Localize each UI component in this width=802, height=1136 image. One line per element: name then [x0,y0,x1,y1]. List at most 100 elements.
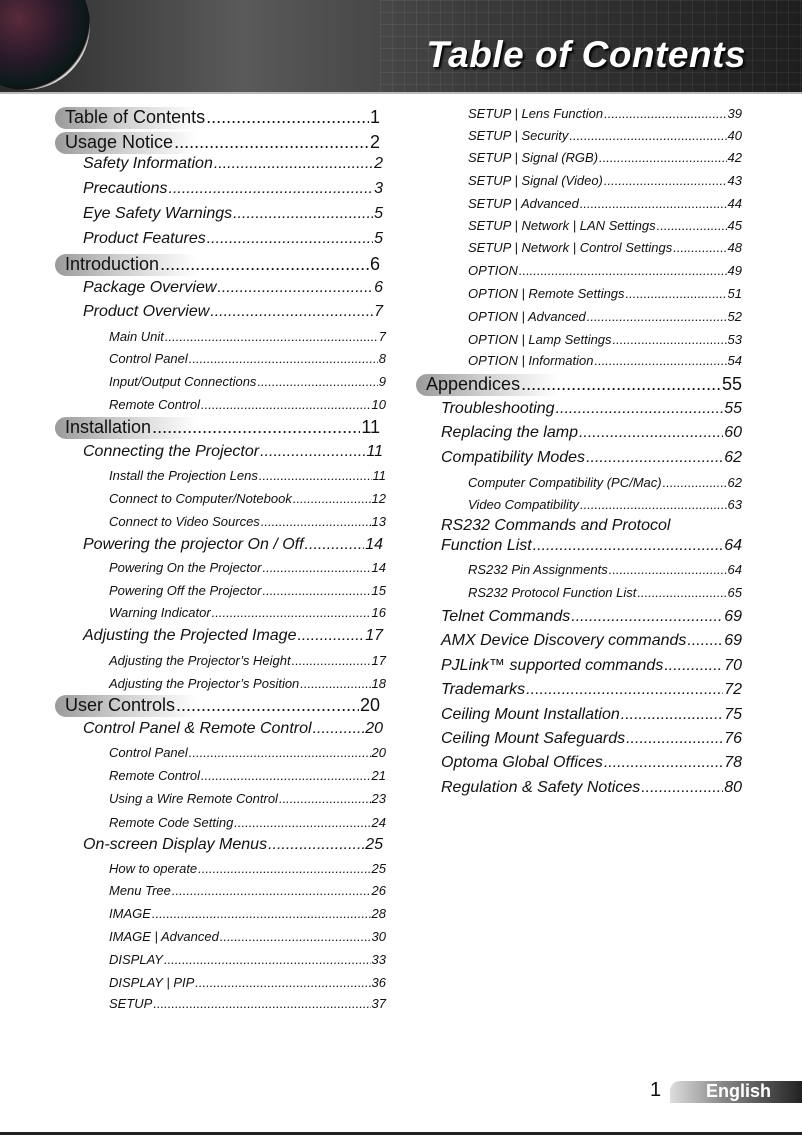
toc-entry[interactable]: Package Overview 6 [83,279,383,297]
dot-leader [580,196,727,211]
toc-entry[interactable]: Powering On the Projector 14 [109,560,386,575]
toc-entry[interactable]: Product Overview 7 [83,303,383,321]
toc-entry[interactable]: IMAGE 28 [109,906,386,921]
toc-entry[interactable]: Powering Off the Projector 15 [109,583,386,598]
toc-page-number: 55 [721,374,742,395]
toc-entry[interactable]: OPTION | Lamp Settings 53 [468,332,742,347]
toc-entry-text: Compatibility Modes [441,449,586,467]
toc-entry[interactable]: OPTION | Remote Settings 51 [468,286,742,301]
toc-entry-text: SETUP | Security [468,128,569,144]
toc-entry[interactable]: Regulation & Safety Notices 80 [441,779,742,797]
toc-entry[interactable]: Adjusting the Projector’s Position 18 [109,676,386,691]
toc-page-number: 7 [378,329,386,345]
toc-entry[interactable]: Input/Output Connections 9 [109,374,386,389]
toc-entry[interactable]: Powering the projector On / Off 14 [83,536,383,554]
toc-entry[interactable]: Connect to Video Sources 13 [109,514,386,529]
toc-entry[interactable]: SETUP | Security 40 [468,128,742,143]
toc-entry[interactable]: Control Panel 20 [109,745,386,760]
toc-entry-text: Connect to Computer/Notebook [109,491,292,507]
toc-page-number: 52 [727,309,742,325]
toc-entry[interactable]: Function List 64 [441,537,742,555]
toc-entry[interactable]: Safety Information 2 [83,155,383,173]
dot-leader [262,560,370,575]
dot-leader [526,681,723,699]
toc-page-number: 2 [374,155,383,173]
toc-entry[interactable]: On-screen Display Menus 25 [83,836,383,854]
toc-entry[interactable]: Table of Contents 1 [65,107,380,128]
toc-entry[interactable]: DISPLAY | PIP 36 [109,975,386,990]
toc-entry[interactable]: Remote Code Setting 24 [109,815,386,830]
toc-entry[interactable]: How to operate 25 [109,861,386,876]
toc-entry[interactable]: Connecting the Projector 11 [83,443,383,461]
toc-entry[interactable]: Product Features 5 [83,230,383,248]
toc-entry[interactable]: Ceiling Mount Safeguards 76 [441,730,742,748]
toc-page-number: 62 [727,475,742,491]
toc-entry[interactable]: Troubleshooting 55 [441,400,742,418]
dot-leader [172,883,371,898]
dot-leader [261,514,371,529]
toc-entry[interactable]: Ceiling Mount Installation 75 [441,706,742,724]
toc-entry[interactable]: Remote Control 10 [109,397,386,412]
toc-entry[interactable]: OPTION | Information 54 [468,353,742,368]
dot-leader [293,491,371,506]
toc-entry[interactable]: SETUP | Lens Function 39 [468,106,742,121]
toc-entry[interactable]: OPTION 49 [468,263,742,278]
toc-page-number: 33 [371,952,386,968]
toc-entry[interactable]: Optoma Global Offices 78 [441,754,742,772]
toc-entry[interactable]: PJLink™ supported commands 70 [441,657,742,675]
toc-entry[interactable]: OPTION | Advanced 52 [468,309,742,324]
toc-entry[interactable]: Using a Wire Remote Control 23 [109,791,386,806]
dot-leader [174,132,369,153]
toc-entry[interactable]: Remote Control 21 [109,768,386,783]
toc-entry[interactable]: Installation 11 [65,417,380,438]
toc-entry[interactable]: Menu Tree 26 [109,883,386,898]
toc-entry[interactable]: Eye Safety Warnings 5 [83,205,383,223]
toc-entry[interactable]: DISPLAY 33 [109,952,386,967]
toc-entry[interactable]: SETUP 37 [109,996,386,1011]
toc-entry[interactable]: AMX Device Discovery commands 69 [441,632,742,650]
toc-entry[interactable]: Control Panel 8 [109,351,386,366]
toc-page-number: 12 [371,491,386,507]
toc-entry[interactable]: RS232 Protocol Function List 65 [468,585,742,600]
toc-entry[interactable]: Compatibility Modes 62 [441,449,742,467]
toc-entry[interactable]: Telnet Commands 69 [441,608,742,626]
toc-entry[interactable]: IMAGE | Advanced 30 [109,929,386,944]
toc-entry[interactable]: Adjusting the Projected Image 17 [83,627,383,645]
dot-leader [604,754,723,772]
toc-entry-text: DISPLAY [109,952,163,968]
dot-leader [260,443,365,461]
toc-entry[interactable]: Appendices 55 [426,374,742,395]
toc-page-number: 13 [371,514,386,530]
toc-entry[interactable]: Control Panel & Remote Control 20 [83,720,383,738]
toc-entry[interactable]: Computer Compatibility (PC/Mac) 62 [468,475,742,490]
toc-entry[interactable]: SETUP | Signal (Video) 43 [468,173,742,188]
toc-entry-text: Usage Notice [65,132,174,153]
toc-entry-text: How to operate [109,861,198,877]
toc-entry[interactable]: Trademarks 72 [441,681,742,699]
dot-leader [152,906,371,921]
toc-entry[interactable]: Warning Indicator 16 [109,605,386,620]
toc-entry[interactable]: Replacing the lamp 60 [441,424,742,442]
toc-entry[interactable]: SETUP | Network | Control Settings 48 [468,240,742,255]
toc-entry[interactable]: SETUP | Network | LAN Settings 45 [468,218,742,233]
toc-entry-text: Telnet Commands [441,608,571,626]
dot-leader [519,263,727,278]
toc-entry[interactable]: Adjusting the Projector’s Height 17 [109,653,386,668]
dot-leader [641,779,723,797]
toc-entry[interactable]: Install the Projection Lens 11 [109,468,386,483]
toc-entry[interactable]: Usage Notice 2 [65,132,380,153]
toc-entry[interactable]: User Controls 20 [65,695,380,716]
toc-entry[interactable]: Video Compatibility 63 [468,497,742,512]
toc-entry[interactable]: SETUP | Advanced 44 [468,196,742,211]
dot-leader [220,929,371,944]
toc-entry[interactable]: SETUP | Signal (RGB) 42 [468,150,742,165]
toc-entry[interactable]: Precautions 3 [83,180,383,198]
toc-entry[interactable]: Connect to Computer/Notebook 12 [109,491,386,506]
toc-page-number: 48 [727,240,742,256]
toc-entry[interactable]: Main Unit 7 [109,329,386,344]
toc-page-number: 72 [724,681,742,699]
toc-entry[interactable]: RS232 Pin Assignments 64 [468,562,742,577]
toc-entry-text: OPTION | Remote Settings [468,286,625,302]
dot-leader [586,449,723,467]
toc-entry[interactable]: Introduction 6 [65,254,380,275]
